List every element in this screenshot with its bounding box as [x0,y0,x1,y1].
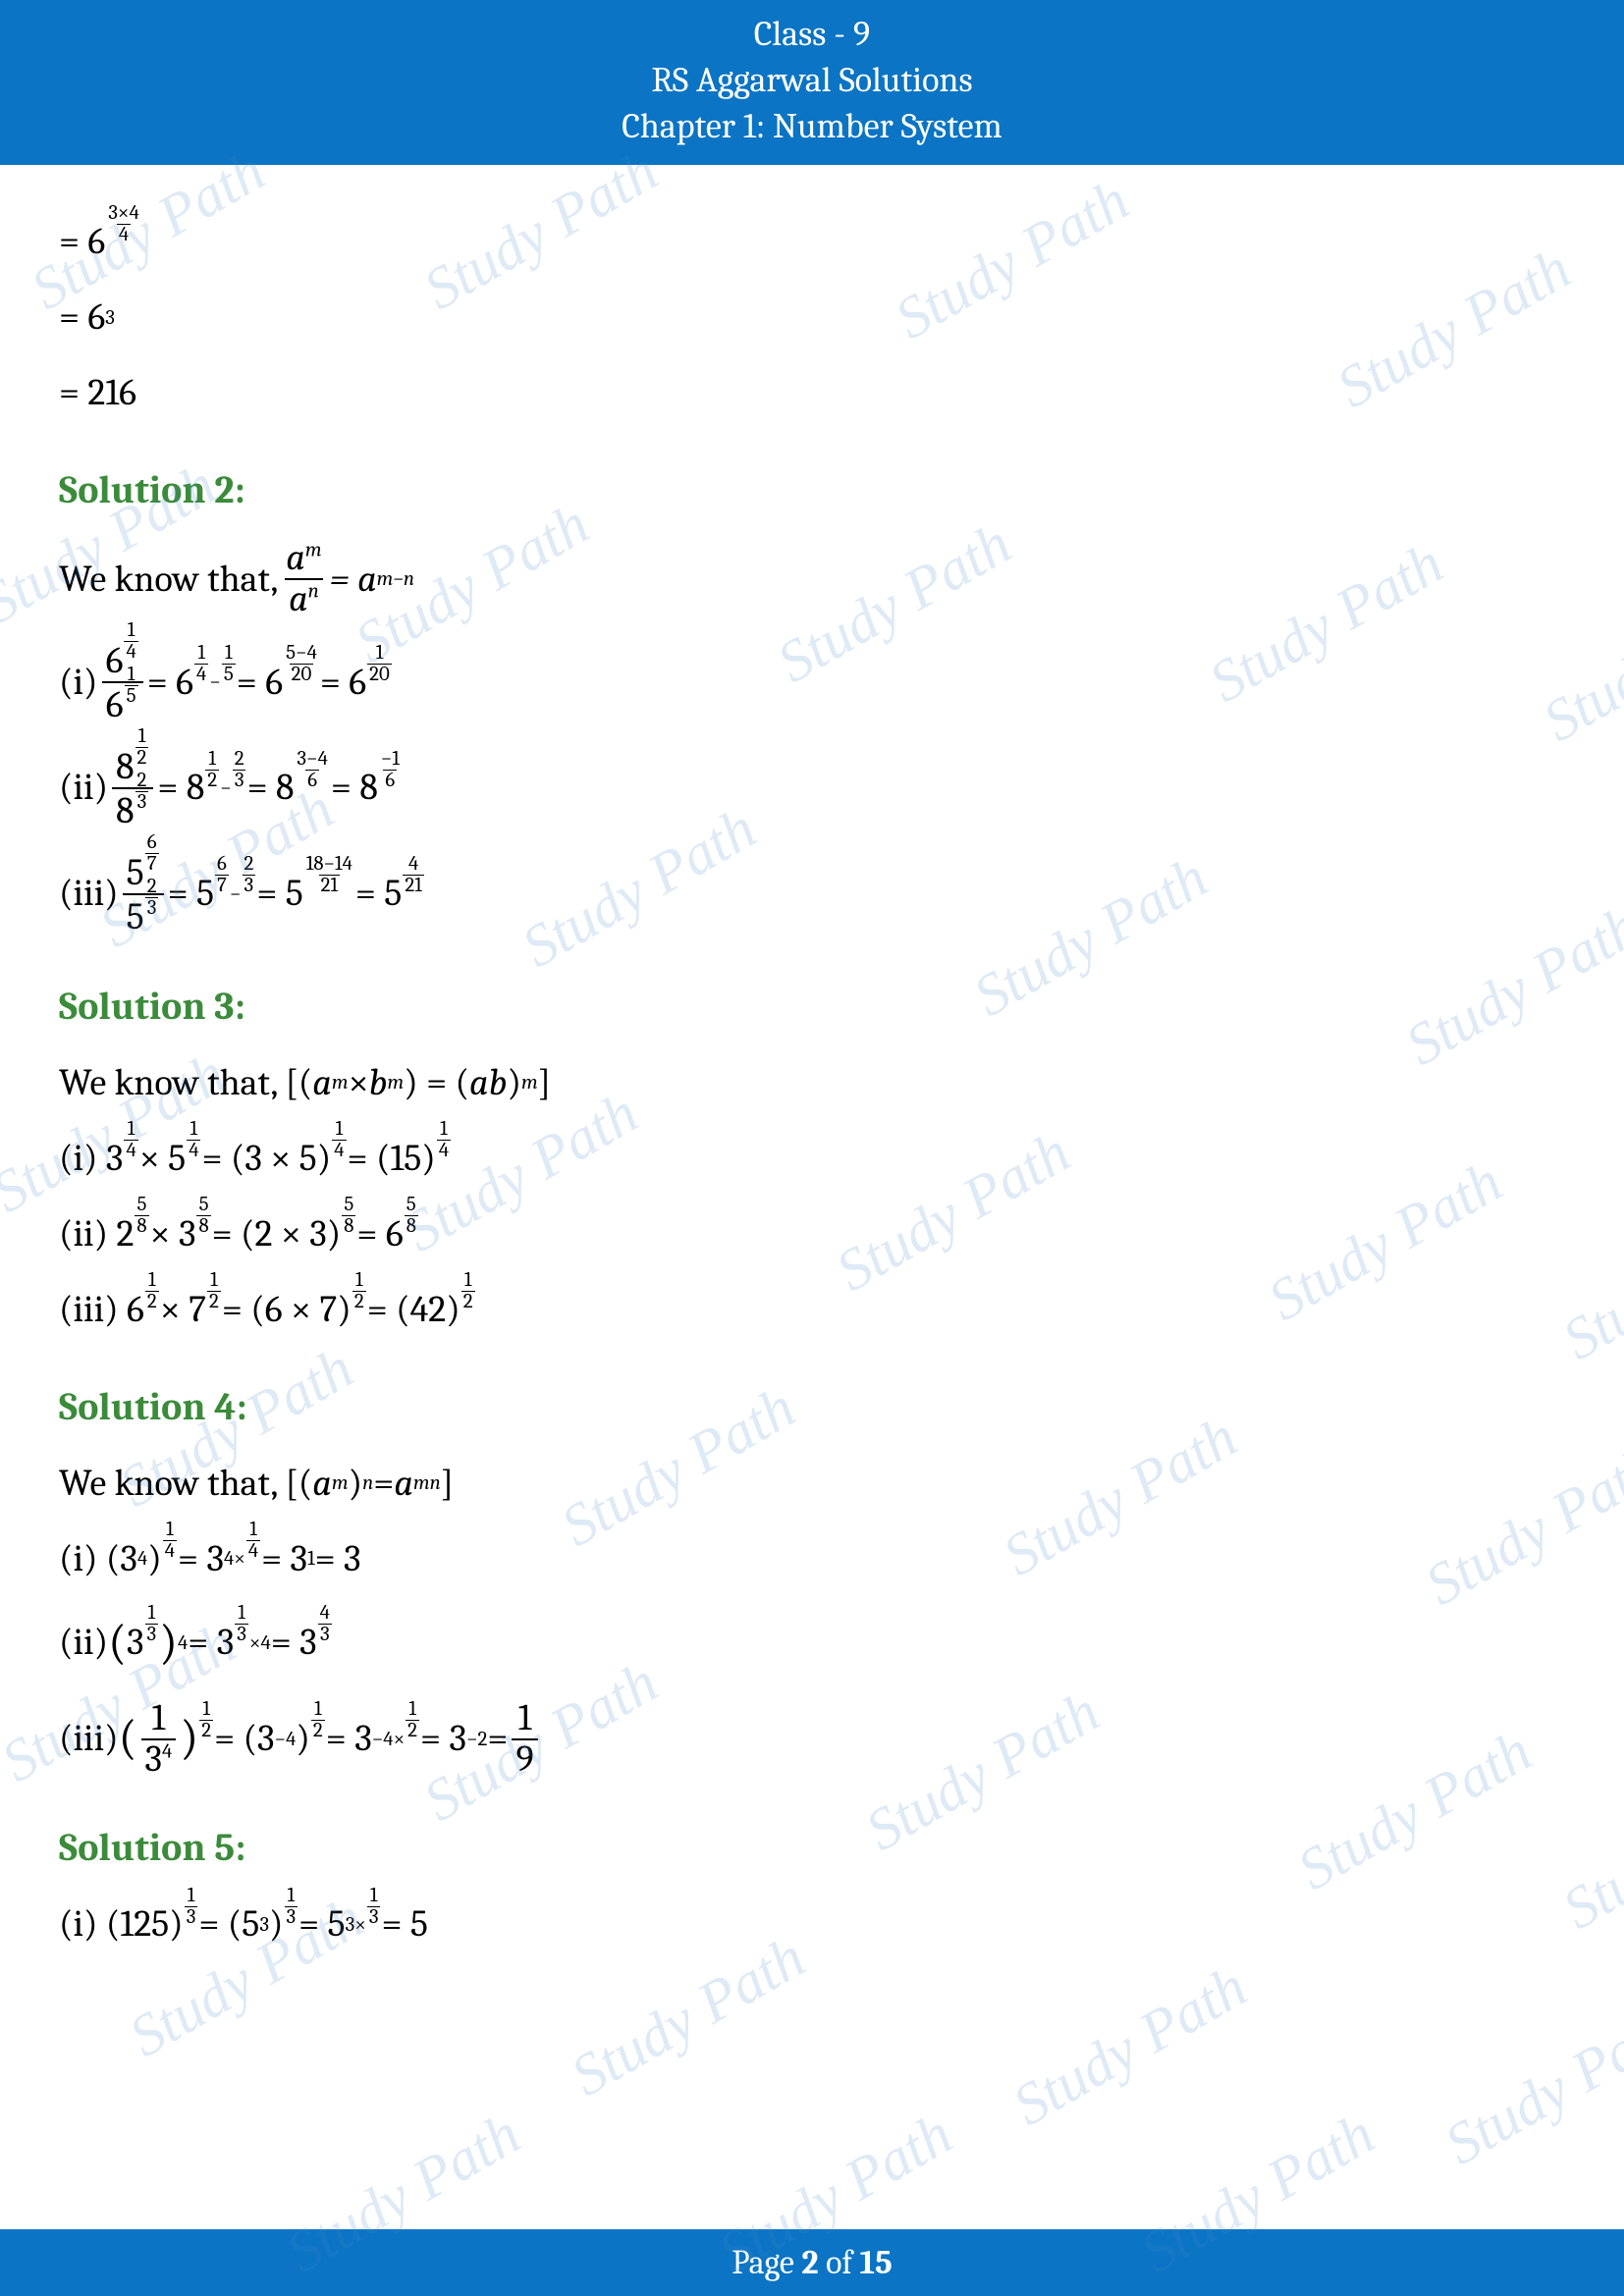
solution-5-title: Solution 5: [59,1818,1565,1877]
text: a [289,577,308,620]
frac: 614 615 [102,639,143,725]
sol4-i: (i) (34)14 = 34×14 = 31 = 3 [59,1531,1565,1587]
page-header: Class - 9 RS Aggarwal Solutions Chapter … [0,0,1624,165]
sol4-iii: (iii) ( 1 34 )12 = (3−4)12 = 3−4×12 = 3−… [59,1699,1565,1780]
footer-prefix: Page [731,2243,801,2282]
footer-page-total: 15 [860,2243,893,2282]
watermark-text: Study Path [1434,1992,1624,2179]
header-line1: Class - 9 [0,12,1624,58]
cont-line-2: = 63 [59,290,1565,346]
watermark-text: Study Path [1001,1952,1258,2140]
frac: 567 523 [123,851,164,937]
frac: am an [282,539,325,619]
content-area: = 6 3×44 = 63 = 216 Solution 2: We know … [0,165,1624,1952]
exp-frac: 3×44 [106,203,140,245]
header-line3: Chapter 1: Number System [0,104,1624,150]
solution-4-title: Solution 4: [59,1377,1565,1436]
page-footer: Page 2 of 15 [0,2229,1624,2296]
footer-mid: of [819,2243,860,2282]
frac: 1 34 [141,1699,177,1780]
part-label: (ii) [59,760,108,816]
sup: m [305,539,322,562]
sol4-intro: We know that, [(am)n = amn] [59,1456,1565,1512]
sol2-ii: (ii) 812 823 = 812−23 = 83−46 = 8−16 [59,745,1565,831]
sol3-i: (i) 314 × 514 = (3 × 5)14 = (15)14 [59,1131,1565,1187]
header-line2: RS Aggarwal Solutions [0,58,1624,104]
part-label: (i) [59,655,98,711]
sol2-i: (i) 614 615 = 614−15 = 65−420 = 6120 [59,639,1565,725]
solution-3-title: Solution 3: [59,977,1565,1036]
text: = 216 [59,365,136,421]
solution-2-title: Solution 2: [59,460,1565,519]
frac: 1 9 [512,1699,537,1780]
text: = a [330,552,377,608]
text: = 6 [59,214,105,270]
frac: 812 823 [112,745,153,831]
cont-line-3: = 216 [59,365,1565,421]
sol5-i: (i) (125)13 = (53)13 = 53×13 = 5 [59,1896,1565,1952]
sol2-intro: We know that, am an = am−n [59,539,1565,619]
sol2-iii: (iii) 567 523 = 567−23 = 518−1421 = 5421 [59,851,1565,937]
footer-page-current: 2 [801,2243,818,2282]
part-label: (iii) [59,866,119,922]
sol3-ii: (ii) 258 × 358 = (2 × 3)58 = 658 [59,1206,1565,1262]
cont-line-1: = 6 3×44 [59,214,1565,270]
sup: n [308,580,319,604]
text: = 6 [59,290,105,346]
sol3-intro: We know that, [(am × bm) = (ab)m] [59,1055,1565,1111]
sol4-ii: (ii) (313)4 = 313×4 = 343 [59,1607,1565,1680]
sol3-iii: (iii) 612 × 712 = (6 × 7)12 = (42)12 [59,1282,1565,1338]
text: We know that, [59,552,278,608]
text: a [286,536,305,579]
